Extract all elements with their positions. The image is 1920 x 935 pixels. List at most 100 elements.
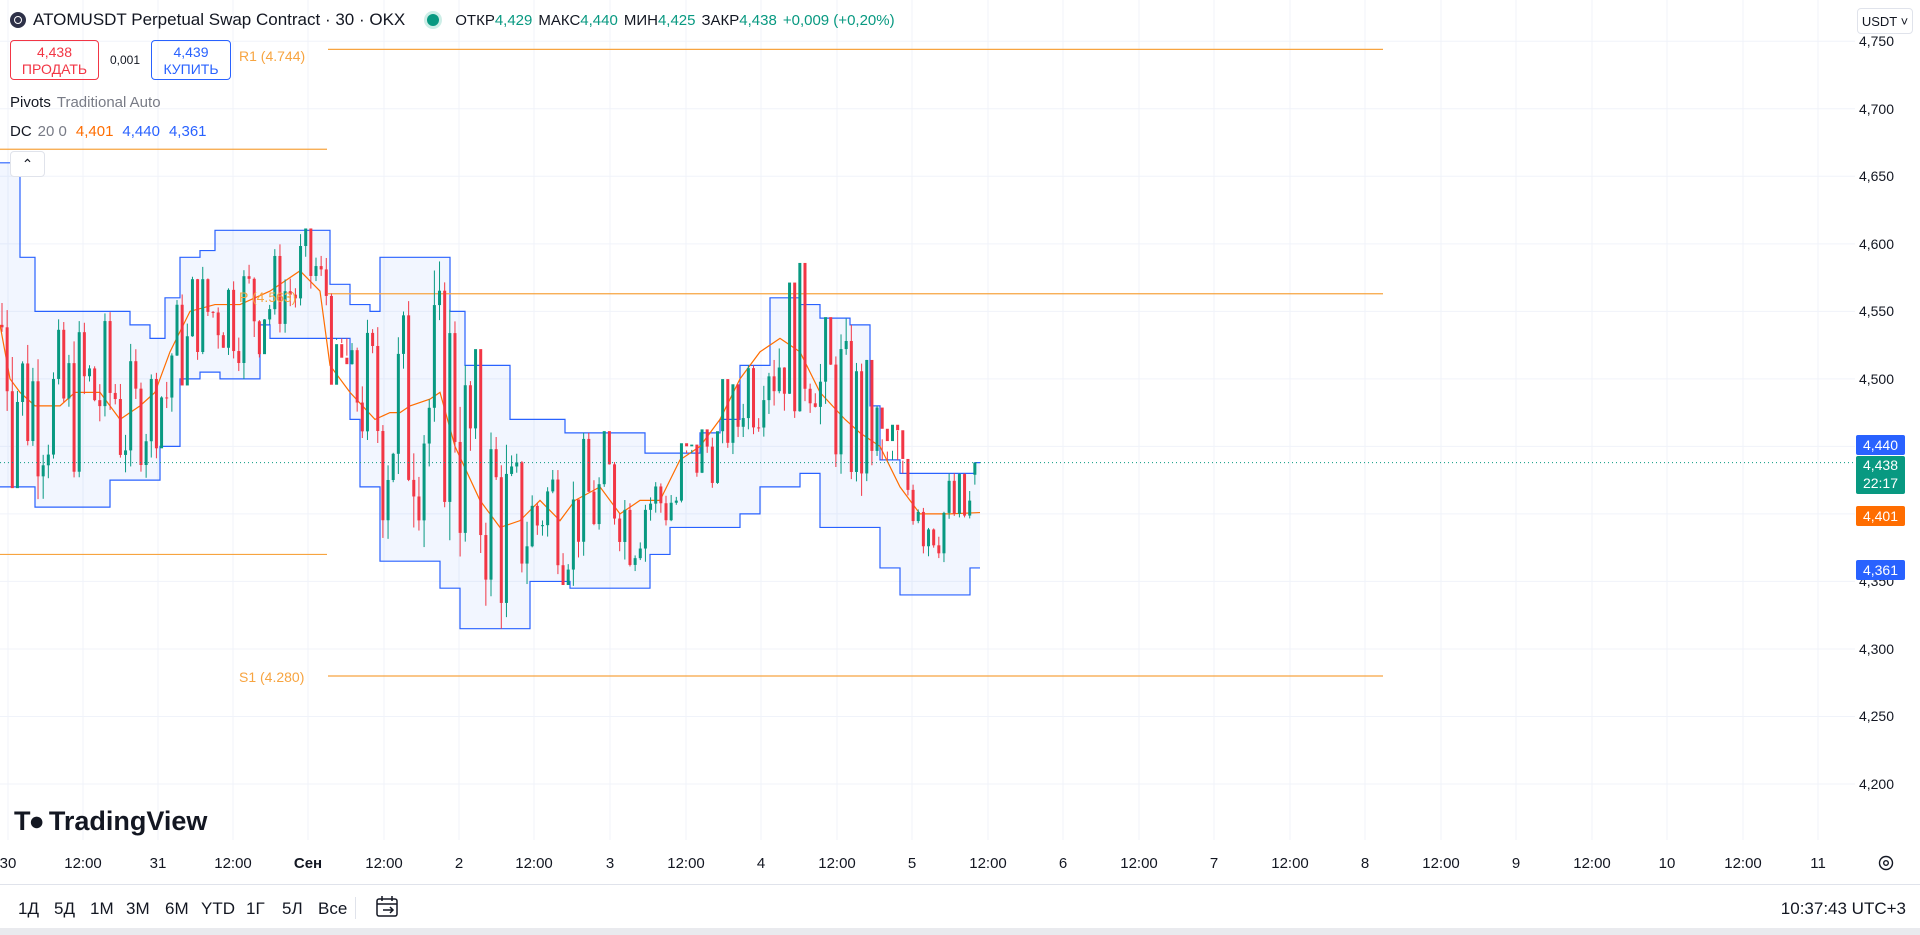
- candle-body: [643, 509, 647, 549]
- currency-selector[interactable]: USDT ˅: [1857, 8, 1913, 34]
- candle-body: [664, 503, 668, 521]
- dc-basis-price-tag: 4,401: [1856, 506, 1905, 526]
- ohlc-open-value: 4,429: [494, 11, 533, 29]
- time-tick-label: 31: [149, 855, 167, 872]
- candle-body: [314, 266, 318, 276]
- candle-body: [885, 428, 889, 442]
- candle-body: [736, 384, 740, 427]
- candle-body: [5, 327, 9, 392]
- candle-body: [57, 329, 61, 379]
- dc-lower-value: 4,361: [168, 123, 207, 140]
- candle-body: [947, 480, 951, 513]
- calendar-goto-icon[interactable]: [374, 895, 400, 924]
- candle-body: [381, 431, 385, 521]
- candle-body: [808, 388, 812, 404]
- candle-body: [458, 441, 462, 533]
- sell-button[interactable]: 4,438 ПРОДАТЬ: [10, 40, 99, 80]
- last-price: 4,438: [1862, 457, 1899, 473]
- candle-body: [824, 317, 828, 382]
- candle-body: [963, 474, 967, 516]
- candle-body: [139, 388, 143, 465]
- candle-body: [793, 282, 797, 412]
- candle-body: [659, 486, 663, 504]
- range-button[interactable]: 5Л: [282, 899, 303, 918]
- candle-body: [901, 430, 905, 459]
- candle-body: [211, 311, 215, 313]
- range-button[interactable]: Все: [318, 899, 348, 918]
- candle-body: [546, 491, 550, 526]
- time-tick-label: 4: [756, 855, 766, 872]
- candle-body: [448, 333, 452, 502]
- symbol-legend[interactable]: ATOMUSDT Perpetual Swap Contract · 30 · …: [10, 10, 901, 30]
- candle-body: [757, 427, 761, 429]
- candle-body: [540, 525, 544, 527]
- dc-params: 20 0: [37, 123, 67, 140]
- candle-body: [98, 400, 102, 407]
- candle-body: [0, 324, 4, 328]
- pivots-legend[interactable]: Pivots Traditional Auto: [10, 94, 161, 111]
- dc-upper-value: 4,440: [122, 123, 160, 140]
- range-button[interactable]: 1Г: [246, 899, 265, 918]
- candle-body: [154, 378, 158, 449]
- chart-area[interactable]: [0, 0, 1855, 840]
- candle-body: [880, 407, 884, 429]
- range-button[interactable]: 3М: [126, 899, 150, 918]
- candle-body: [422, 443, 426, 521]
- ohlc-low-value: 4,425: [657, 11, 696, 29]
- range-button[interactable]: 1М: [90, 899, 114, 918]
- candle-body: [350, 350, 354, 365]
- candle-body: [844, 340, 848, 350]
- range-button[interactable]: 5Д: [54, 899, 75, 918]
- horizontal-scrollbar[interactable]: [0, 928, 1920, 935]
- candle-body: [896, 424, 900, 431]
- candle-body: [170, 355, 174, 398]
- candle-body: [530, 505, 534, 547]
- dc-lower-price-tag: 4,361: [1856, 560, 1905, 580]
- candle-body: [566, 569, 570, 586]
- candle-body: [407, 315, 411, 480]
- time-tick-label: 30: [0, 855, 17, 872]
- price-tick-label: 4,750: [1858, 33, 1894, 50]
- price-tick-label: 4,250: [1858, 708, 1894, 725]
- candle-body: [952, 480, 956, 514]
- utc-clock[interactable]: 10:37:43 UTC+3: [1780, 899, 1906, 918]
- candle-body: [376, 345, 380, 432]
- candle-body: [360, 402, 364, 432]
- symbol-title[interactable]: ATOMUSDT Perpetual Swap Contract · 30 · …: [33, 10, 406, 29]
- ohlc-close-value: 4,438: [739, 11, 777, 29]
- candle-body: [51, 378, 55, 455]
- time-tick-label: 7: [1209, 855, 1219, 872]
- candle-body: [957, 474, 961, 514]
- candle-body: [860, 371, 864, 474]
- dc-legend[interactable]: DC 20 0 4,401 4,440 4,361: [10, 123, 207, 140]
- candle-body: [685, 443, 689, 447]
- range-button[interactable]: 1Д: [18, 899, 39, 918]
- candle-body: [386, 479, 390, 521]
- candle-body: [582, 438, 586, 542]
- range-button[interactable]: YTD: [201, 899, 235, 918]
- candle-body: [185, 336, 189, 386]
- collapse-legend-button[interactable]: ⌃: [10, 151, 45, 177]
- candle-body: [870, 359, 874, 451]
- settings-icon[interactable]: [1876, 853, 1896, 878]
- chart-canvas[interactable]: [0, 0, 1855, 840]
- range-button[interactable]: 6М: [165, 899, 189, 918]
- candle-body: [499, 477, 503, 603]
- time-tick-label: Сен: [293, 855, 323, 872]
- candle-body: [927, 529, 931, 547]
- candle-body: [700, 429, 704, 473]
- candle-body: [577, 499, 581, 542]
- buy-button[interactable]: 4,439 КУПИТЬ: [151, 40, 231, 80]
- spread-value: 0,001: [110, 53, 141, 67]
- donchian-upper-line: [0, 162, 980, 474]
- pivot-r1-label: R1 (4.744): [239, 48, 306, 64]
- candle-body: [278, 255, 282, 324]
- tradingview-logo[interactable]: T● TradingView: [14, 806, 207, 837]
- candle-body: [180, 304, 184, 386]
- candle-body: [221, 335, 225, 348]
- candle-body: [839, 349, 843, 455]
- market-status-icon[interactable]: [427, 14, 440, 26]
- candle-body: [520, 462, 524, 564]
- time-tick-label: 12:00: [1573, 855, 1611, 872]
- candle-body: [26, 363, 30, 442]
